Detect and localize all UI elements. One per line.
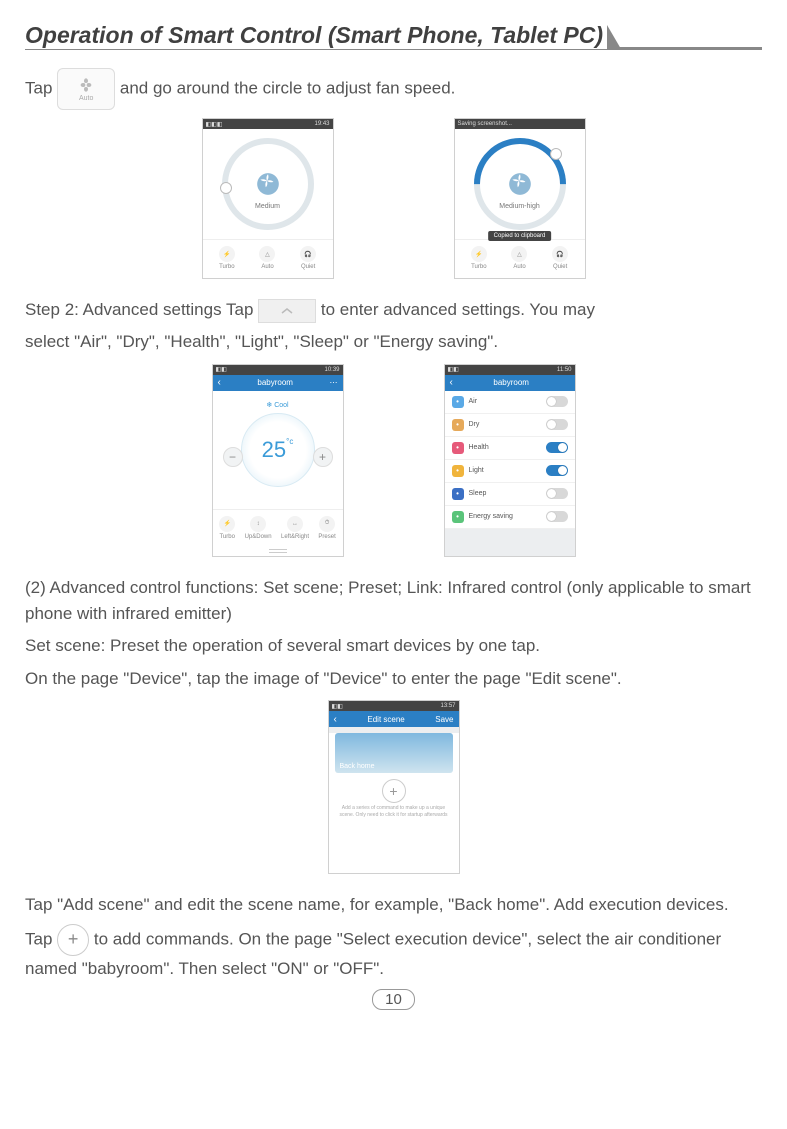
top-bar: ‹ babyroom ⋯ <box>213 375 343 391</box>
setting-row-air: •Air <box>445 391 575 414</box>
status-bar: Saving screenshot... <box>455 119 585 129</box>
para-add-commands: Tap + to add commands. On the page "Sele… <box>25 924 762 982</box>
toggle-sleep[interactable] <box>546 488 568 499</box>
quiet-button[interactable]: 🎧Quiet <box>552 246 568 270</box>
dial-knob[interactable] <box>550 148 562 160</box>
back-icon[interactable]: ‹ <box>218 377 221 388</box>
text-tap: Tap <box>25 930 57 949</box>
settings-list: •Air•Dry•Health•Light•Sleep•Energy savin… <box>445 391 575 529</box>
screen-title: babyroom <box>493 378 529 387</box>
dial-knob[interactable] <box>220 182 232 194</box>
turbo-button[interactable]: ⚡Turbo <box>471 246 487 270</box>
setting-label: Health <box>469 444 489 451</box>
edit-scene-row: ◧◧13:57 ‹ Edit scene Save Back home + Ad… <box>25 700 762 874</box>
status-text: Saving screenshot... <box>458 121 512 127</box>
screenshot-fan-medium-high: Saving screenshot... Medium-high Copied … <box>454 118 586 279</box>
screenshot-cool: ◧◧10:39 ‹ babyroom ⋯ ❄ Cool 25°c − + ⚡Tu… <box>212 364 344 557</box>
setting-label: Air <box>469 398 478 405</box>
page-number: 10 <box>372 989 415 1010</box>
mode-badge: ❄ Cool <box>266 401 288 409</box>
drawer-handle[interactable] <box>213 546 343 556</box>
preset-button[interactable]: ⏱Preset <box>318 516 335 540</box>
para-set-scene: Set scene: Preset the operation of sever… <box>25 633 762 659</box>
scene-name-field[interactable]: Back home <box>335 733 453 773</box>
turbo-button[interactable]: ⚡Turbo <box>219 246 235 270</box>
screen-title: babyroom <box>257 378 293 387</box>
instruction-advanced: Step 2: Advanced settings Tap to enter a… <box>25 297 762 323</box>
temp-value: 25 <box>262 437 286 462</box>
setting-label: Sleep <box>469 490 487 497</box>
screenshot-settings: ◧◧11:50 ‹ babyroom •Air•Dry•Health•Light… <box>444 364 576 557</box>
page-title: Operation of Smart Control (Smart Phone,… <box>25 22 609 49</box>
toggle-light[interactable] <box>546 465 568 476</box>
setting-row-health: •Health <box>445 437 575 460</box>
screenshot-fan-medium: ◧◧◧19:43 Medium ⚡Turbo △Auto 🎧Quiet <box>202 118 334 279</box>
para-advanced-functions: (2) Advanced control functions: Set scen… <box>25 575 762 628</box>
fan-auto-icon <box>57 68 115 110</box>
status-bar: ◧◧10:39 <box>213 365 343 375</box>
toggle-energy-saving[interactable] <box>546 511 568 522</box>
text-add-commands: to add commands. On the page "Select exe… <box>25 930 721 979</box>
para-edit-scene: On the page "Device", tap the image of "… <box>25 666 762 692</box>
text-tap: Tap <box>25 78 52 97</box>
instruction-advanced-2: select "Air", "Dry", "Health", "Light", … <box>25 329 762 355</box>
advanced-screenshots-row: ◧◧10:39 ‹ babyroom ⋯ ❄ Cool 25°c − + ⚡Tu… <box>25 364 762 557</box>
dial-label: Medium <box>255 203 280 210</box>
page-title-bar: Operation of Smart Control (Smart Phone,… <box>25 20 762 50</box>
toast: Copied to clipboard <box>488 231 552 241</box>
setting-label: Energy saving <box>469 513 513 520</box>
updown-button[interactable]: ↕Up&Down <box>245 516 272 540</box>
temp-plus-button[interactable]: + <box>313 447 333 467</box>
clock: 10:39 <box>324 367 339 373</box>
screen-title: Edit scene <box>367 715 404 724</box>
quiet-button[interactable]: 🎧Quiet <box>300 246 316 270</box>
temp-dial[interactable]: 25°c <box>241 413 315 487</box>
text-fan-instruction: and go around the circle to adjust fan s… <box>120 78 456 97</box>
text-step2-post: enter advanced settings. You may <box>340 300 595 319</box>
turbo-button[interactable]: ⚡Turbo <box>219 516 235 540</box>
leftright-button[interactable]: ↔Left&Right <box>281 516 309 540</box>
top-bar: ‹ babyroom <box>445 375 575 391</box>
back-icon[interactable]: ‹ <box>334 714 337 725</box>
status-bar: ◧◧◧19:43 <box>203 119 333 129</box>
menu-icon[interactable]: ⋯ <box>329 378 337 387</box>
dial-label: Medium-high <box>499 203 539 210</box>
text-step2-pre: Step 2: Advanced settings Tap <box>25 300 258 319</box>
temp-minus-button[interactable]: − <box>223 447 243 467</box>
toggle-dry[interactable] <box>546 419 568 430</box>
setting-row-dry: •Dry <box>445 414 575 437</box>
screenshot-edit-scene: ◧◧13:57 ‹ Edit scene Save Back home + Ad… <box>328 700 460 874</box>
clock: 19:43 <box>314 121 329 127</box>
setting-label: Dry <box>469 421 480 428</box>
setting-row-light: •Light <box>445 460 575 483</box>
auto-button[interactable]: △Auto <box>259 246 275 270</box>
status-bar: ◧◧13:57 <box>329 701 459 711</box>
setting-row-energy-saving: •Energy saving <box>445 506 575 529</box>
temp-unit: °c <box>286 437 293 446</box>
save-button[interactable]: Save <box>435 715 453 724</box>
toggle-health[interactable] <box>546 442 568 453</box>
top-bar: ‹ Edit scene Save <box>329 711 459 727</box>
toggle-air[interactable] <box>546 396 568 407</box>
text-step2-mid: to <box>321 300 340 319</box>
scene-hint: Add a series of command to make up a uni… <box>329 805 459 826</box>
auto-button[interactable]: △Auto <box>511 246 527 270</box>
setting-row-sleep: •Sleep <box>445 483 575 506</box>
page-number-wrap: 10 <box>25 989 762 1010</box>
title-decoration <box>607 25 621 49</box>
instruction-fan-speed: Tap and go around the circle to adjust f… <box>25 68 762 110</box>
back-icon[interactable]: ‹ <box>450 377 453 388</box>
chevron-up-icon <box>258 299 316 323</box>
clock: 11:50 <box>557 367 572 373</box>
fan-screenshots-row: ◧◧◧19:43 Medium ⚡Turbo △Auto 🎧Quiet Savi… <box>25 118 762 279</box>
clock: 13:57 <box>440 703 455 709</box>
setting-label: Light <box>469 467 484 474</box>
add-command-button[interactable]: + <box>382 779 406 803</box>
status-bar: ◧◧11:50 <box>445 365 575 375</box>
plus-circle-icon: + <box>57 924 89 956</box>
para-add-scene: Tap "Add scene" and edit the scene name,… <box>25 892 762 918</box>
